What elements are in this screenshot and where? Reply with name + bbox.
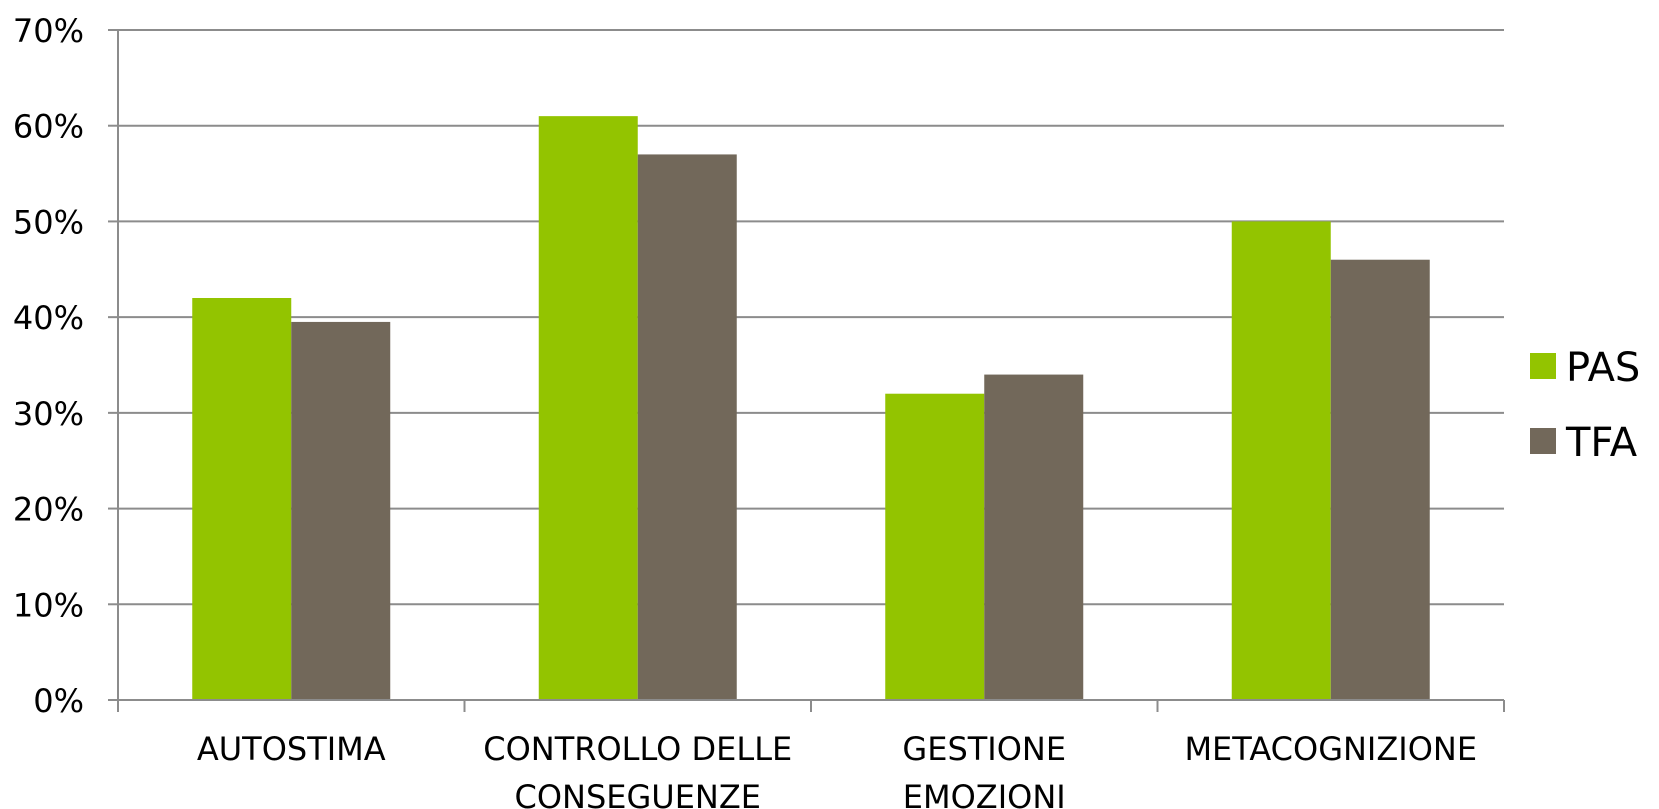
y-tick-label: 70% (13, 12, 84, 50)
bar-pas-2 (885, 393, 985, 700)
legend-label-pas: PAS (1566, 345, 1640, 391)
legend-swatch-pas (1530, 353, 1556, 379)
x-category-label: EMOZIONI (903, 778, 1066, 809)
legend: PAS TFA (1530, 345, 1640, 466)
y-tick-label: 60% (13, 108, 84, 146)
legend-swatch-tfa (1530, 428, 1556, 454)
y-tick-label: 20% (13, 491, 84, 529)
bar-pas-1 (538, 116, 638, 700)
bars (192, 116, 1430, 700)
y-tick-label: 0% (33, 682, 84, 720)
y-tick-label: 30% (13, 395, 84, 433)
bar-pas-0 (192, 298, 292, 700)
x-category-label: CONTROLLO DELLE (483, 730, 792, 768)
bar-tfa-1 (637, 154, 737, 700)
x-category-labels: AUTOSTIMA CONTROLLO DELLE CONSEGUENZE GESTI… (197, 730, 1477, 809)
x-category-label: METACOGNIZIONE (1184, 730, 1477, 768)
y-tick-label: 50% (13, 203, 84, 241)
bar-tfa-3 (1330, 259, 1430, 700)
x-category-label: CONSEGUENZE (514, 778, 761, 809)
bar-tfa-2 (984, 374, 1084, 700)
bar-tfa-0 (291, 321, 391, 700)
axes (108, 29, 1505, 712)
x-category-label: AUTOSTIMA (197, 730, 386, 768)
y-tick-label: 10% (13, 586, 84, 624)
x-category-label: GESTIONE (902, 730, 1066, 768)
y-tick-label: 40% (13, 299, 84, 337)
legend-label-tfa: TFA (1565, 420, 1638, 466)
bar-pas-3 (1231, 221, 1331, 700)
y-tick-labels: 0% 10% 20% 30% 40% 50% 60% 70% (13, 12, 84, 720)
